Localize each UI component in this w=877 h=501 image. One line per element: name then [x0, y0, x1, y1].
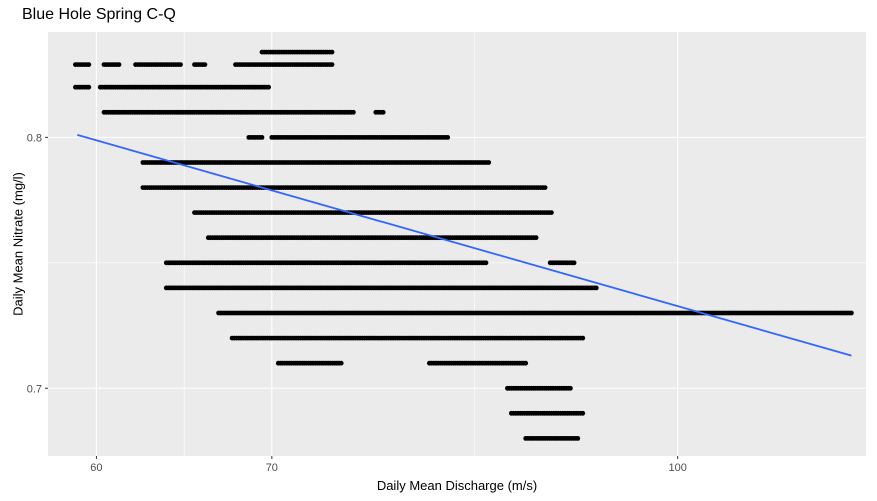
- data-point: [86, 62, 92, 67]
- data-point: [445, 135, 451, 140]
- data-point: [380, 109, 386, 115]
- y-tick-label-1: 0.8: [27, 132, 42, 144]
- data-point: [483, 260, 489, 266]
- data-point: [338, 360, 344, 366]
- data-point: [351, 109, 356, 115]
- data-point: [116, 62, 122, 67]
- data-point: [580, 410, 586, 416]
- x-tick-label-0: 60: [90, 462, 102, 474]
- trend-line: [77, 133, 852, 357]
- data-point: [549, 210, 554, 216]
- major-gridlines: [48, 32, 866, 456]
- y-tick-label-0: 0.7: [27, 383, 42, 395]
- data-point: [593, 285, 599, 291]
- y-axis-label: Daily Mean Nitrate (mg/l): [10, 172, 26, 316]
- data-point: [580, 335, 586, 341]
- data-points: [73, 49, 854, 441]
- data-point: [266, 84, 271, 90]
- data-point: [533, 235, 539, 241]
- data-point: [202, 62, 208, 67]
- data-point: [849, 310, 854, 316]
- axis-ticks: 60 70 100 0.7 0.8: [27, 132, 687, 474]
- data-point: [486, 160, 492, 165]
- x-axis-label: Daily Mean Discharge (m/s): [376, 478, 538, 493]
- x-tick-label-1: 70: [266, 462, 278, 474]
- data-point: [259, 135, 265, 140]
- data-point: [329, 49, 335, 55]
- data-point: [542, 185, 548, 191]
- data-point: [571, 260, 577, 266]
- data-point: [575, 436, 581, 441]
- data-point: [329, 62, 335, 67]
- chart-title: Blue Hole Spring C-Q: [22, 6, 176, 23]
- data-point: [523, 360, 529, 366]
- trend-line-group: [77, 133, 852, 357]
- data-point: [568, 385, 573, 391]
- x-tick-label-2: 100: [668, 462, 686, 474]
- data-point: [86, 84, 92, 90]
- data-point: [178, 62, 183, 67]
